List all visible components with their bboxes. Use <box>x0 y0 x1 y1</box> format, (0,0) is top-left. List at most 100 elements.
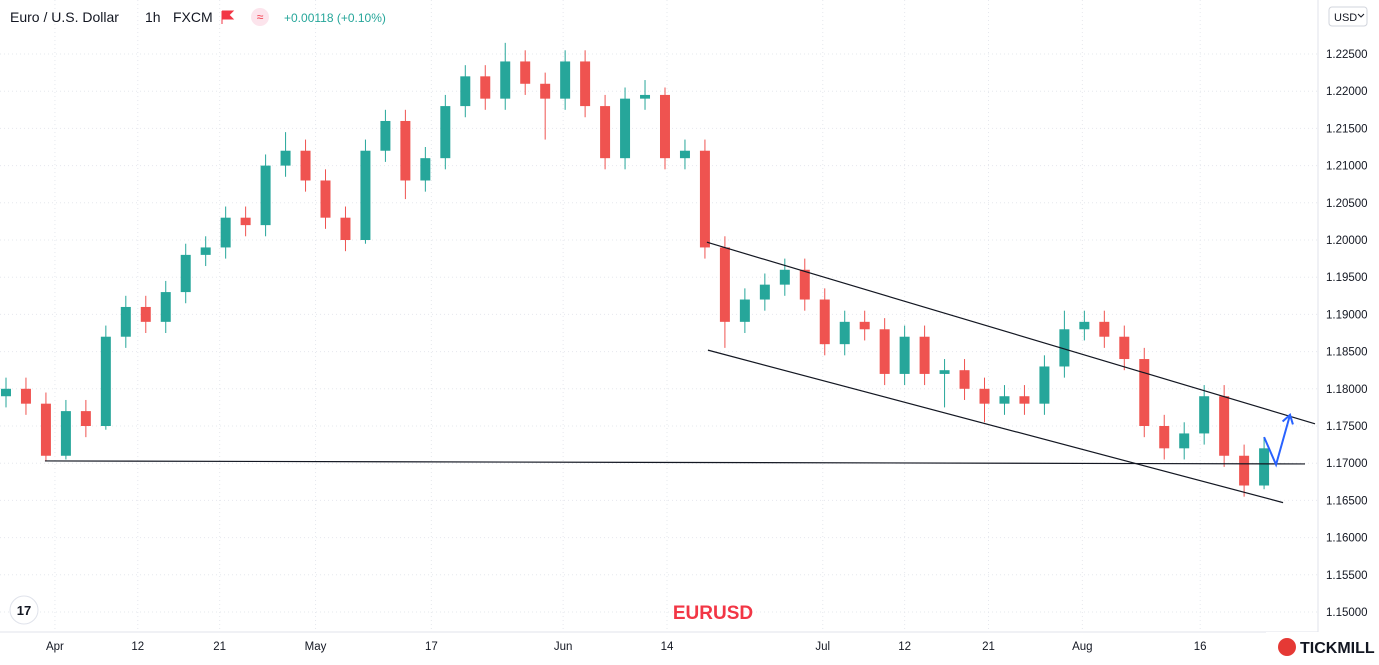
x-tick-label: 21 <box>982 641 995 653</box>
watermark: EURUSD <box>673 603 753 624</box>
candle-body <box>759 284 770 300</box>
candle-body <box>100 336 111 426</box>
candle-body <box>739 299 750 322</box>
candle-body <box>1079 321 1090 330</box>
candle-body <box>620 98 631 159</box>
y-tick-label: 1.15500 <box>1326 570 1368 582</box>
candle-body <box>1139 359 1150 426</box>
candle-body <box>460 76 471 107</box>
candle-body <box>959 370 970 389</box>
candle-body <box>1219 396 1230 456</box>
candle-body <box>1179 433 1190 449</box>
y-tick-label: 1.19500 <box>1326 272 1368 284</box>
indicator-glyph: ≈ <box>257 10 264 24</box>
candle-body <box>300 150 311 181</box>
y-tick-label: 1.21000 <box>1326 161 1368 173</box>
x-tick-label: Apr <box>46 641 64 653</box>
symbol-title: Euro / U.S. Dollar <box>10 9 119 25</box>
candle-body <box>260 165 271 226</box>
candle-body <box>1239 455 1250 486</box>
candle-body <box>200 247 211 255</box>
candle-body <box>500 61 511 99</box>
candle-body <box>340 217 351 241</box>
x-tick-label: Jul <box>815 641 830 653</box>
candle-body <box>1099 321 1110 337</box>
candle-body <box>140 306 151 322</box>
candle-body <box>919 336 930 374</box>
candle-body <box>819 299 830 345</box>
candle-body <box>440 106 451 159</box>
candle-body <box>999 396 1010 404</box>
candle-body <box>1199 396 1210 434</box>
y-tick-label: 1.20000 <box>1326 235 1368 247</box>
candle-body <box>580 61 591 107</box>
currency-caret <box>1357 13 1365 18</box>
candle-body <box>420 158 431 181</box>
x-tick-label: 16 <box>1194 641 1207 653</box>
y-tick-label: 1.16000 <box>1326 533 1368 545</box>
y-tick-label: 1.17500 <box>1326 421 1368 433</box>
candle-body <box>939 370 950 374</box>
candle-body <box>240 217 251 226</box>
candle-body <box>20 388 31 404</box>
y-tick-label: 1.22000 <box>1326 86 1368 98</box>
candle-body <box>699 150 710 248</box>
candle-body <box>640 94 651 99</box>
interval: 1h <box>145 9 161 25</box>
candle-body <box>480 76 491 99</box>
currency-label: USD <box>1334 12 1357 24</box>
y-tick-label: 1.18000 <box>1326 384 1368 396</box>
y-tick-label: 1.18500 <box>1326 347 1368 359</box>
candle-body <box>719 247 730 322</box>
candle-body <box>659 94 670 159</box>
candle-body <box>799 269 810 300</box>
x-tick-label: 12 <box>898 641 911 653</box>
candle-body <box>1159 425 1170 449</box>
x-tick-label: 17 <box>425 641 438 653</box>
candle-body <box>120 306 131 337</box>
candle-body <box>979 388 990 404</box>
x-tick-label: 14 <box>661 641 674 653</box>
y-tick-label: 1.22500 <box>1326 49 1368 61</box>
candle-body <box>899 336 910 374</box>
tv-logo: 17 <box>17 603 31 618</box>
y-tick-label: 1.19000 <box>1326 309 1368 321</box>
indicator-icon[interactable] <box>251 8 269 26</box>
candle-body <box>1019 396 1030 404</box>
candle-body <box>779 269 790 285</box>
y-tick-label: 1.17000 <box>1326 458 1368 470</box>
x-tick-label: Jun <box>554 641 573 653</box>
brand: TICKMILL <box>1300 640 1375 657</box>
arrow-head <box>1281 413 1294 425</box>
source: FXCM <box>173 9 213 25</box>
axes: 1.15000 1.15500 1.16000 1.16500 1.17000 1.175… <box>46 49 1368 653</box>
candle-body <box>520 61 531 84</box>
candle-body <box>540 83 551 99</box>
candle-body <box>1119 336 1130 360</box>
forecast-arrow <box>1263 414 1292 468</box>
candle-body <box>560 61 571 99</box>
y-tick-label: 1.16500 <box>1326 495 1368 507</box>
y-tick-label: 1.20500 <box>1326 198 1368 210</box>
tv-logo-bg[interactable] <box>9 595 39 625</box>
flag-icon[interactable] <box>221 10 235 24</box>
candle-body <box>80 411 91 426</box>
candle-body <box>380 120 391 151</box>
candle-body <box>180 254 191 293</box>
price-change: +0.00118 (+0.10%) <box>284 11 386 25</box>
candle-body <box>280 150 291 166</box>
currency-button[interactable] <box>1328 6 1368 27</box>
candle-body <box>839 321 850 345</box>
candle-body <box>0 388 11 397</box>
plot <box>0 42 1316 504</box>
candle-body <box>160 292 171 322</box>
candle-body <box>220 217 231 248</box>
trend-line <box>44 460 1306 465</box>
x-tick-label: 21 <box>213 641 226 653</box>
brand-icon <box>1278 638 1296 656</box>
candle-body <box>600 106 611 159</box>
candle-body <box>1059 329 1070 367</box>
